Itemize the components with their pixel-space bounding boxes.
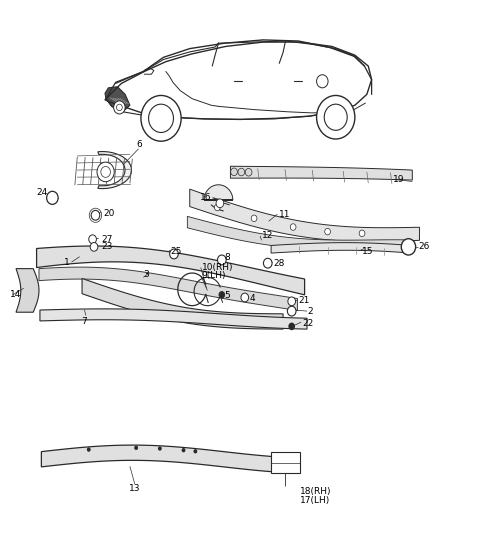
Circle shape — [288, 306, 296, 316]
Circle shape — [217, 255, 226, 265]
Circle shape — [149, 104, 173, 133]
Circle shape — [245, 168, 252, 176]
Text: 6: 6 — [137, 140, 143, 149]
Circle shape — [324, 104, 347, 130]
Polygon shape — [98, 152, 132, 188]
Text: 26: 26 — [418, 242, 430, 251]
Text: 27: 27 — [101, 235, 113, 244]
Circle shape — [172, 252, 175, 256]
Circle shape — [114, 101, 125, 114]
Circle shape — [288, 323, 295, 330]
Text: 11: 11 — [279, 210, 291, 219]
Polygon shape — [39, 267, 298, 311]
Text: 4: 4 — [250, 294, 255, 303]
Circle shape — [169, 249, 178, 259]
Text: 10(RH): 10(RH) — [202, 263, 233, 272]
Polygon shape — [16, 269, 39, 312]
Text: 2: 2 — [307, 307, 312, 316]
Circle shape — [359, 230, 365, 236]
Text: 12: 12 — [262, 232, 273, 240]
Polygon shape — [230, 166, 412, 180]
Circle shape — [264, 258, 272, 268]
Polygon shape — [271, 242, 412, 253]
Circle shape — [220, 258, 223, 262]
Circle shape — [87, 447, 91, 452]
Polygon shape — [82, 278, 283, 329]
Circle shape — [317, 96, 355, 139]
Text: 18(RH): 18(RH) — [300, 488, 331, 496]
Circle shape — [238, 168, 245, 176]
Text: 8: 8 — [225, 253, 230, 262]
Polygon shape — [204, 185, 233, 200]
Text: 16: 16 — [200, 193, 211, 203]
Text: 24: 24 — [36, 188, 48, 197]
Text: 14: 14 — [10, 290, 22, 299]
Circle shape — [406, 244, 411, 250]
Circle shape — [93, 246, 95, 248]
Polygon shape — [40, 309, 307, 329]
Circle shape — [101, 167, 110, 177]
Circle shape — [251, 215, 257, 222]
Circle shape — [47, 191, 58, 204]
Circle shape — [117, 104, 122, 111]
Text: 22: 22 — [302, 319, 313, 328]
Polygon shape — [41, 445, 278, 472]
Polygon shape — [271, 452, 300, 473]
Text: 17(LH): 17(LH) — [300, 496, 330, 505]
Circle shape — [290, 310, 293, 313]
Text: 23: 23 — [101, 242, 113, 251]
Text: 7: 7 — [82, 317, 87, 325]
Text: 28: 28 — [274, 259, 285, 268]
Circle shape — [290, 224, 296, 230]
Text: 20: 20 — [104, 209, 115, 218]
Circle shape — [94, 213, 97, 217]
Circle shape — [215, 204, 220, 211]
Circle shape — [134, 446, 138, 450]
Circle shape — [216, 199, 224, 207]
Circle shape — [241, 293, 249, 302]
Circle shape — [89, 235, 96, 244]
Text: 9(LH): 9(LH) — [202, 271, 226, 280]
Polygon shape — [190, 189, 420, 241]
Circle shape — [91, 210, 100, 220]
Circle shape — [91, 238, 94, 241]
Polygon shape — [187, 216, 408, 250]
Circle shape — [401, 239, 416, 255]
Circle shape — [324, 228, 330, 235]
Circle shape — [158, 446, 162, 450]
Polygon shape — [36, 246, 305, 295]
Polygon shape — [105, 87, 130, 112]
Circle shape — [97, 162, 114, 182]
Circle shape — [288, 297, 296, 306]
Text: 19: 19 — [393, 175, 405, 184]
Text: 15: 15 — [362, 247, 373, 256]
Circle shape — [141, 96, 181, 141]
Circle shape — [317, 75, 328, 88]
Text: 1: 1 — [64, 258, 70, 266]
Circle shape — [266, 262, 269, 265]
Circle shape — [193, 449, 197, 454]
Text: 3: 3 — [144, 270, 149, 278]
Circle shape — [231, 168, 238, 176]
Circle shape — [181, 448, 185, 453]
Text: 13: 13 — [129, 484, 141, 493]
Circle shape — [90, 242, 98, 251]
Circle shape — [219, 292, 225, 298]
Text: 5: 5 — [225, 292, 230, 300]
Text: 21: 21 — [299, 296, 310, 305]
Text: 25: 25 — [170, 247, 182, 256]
